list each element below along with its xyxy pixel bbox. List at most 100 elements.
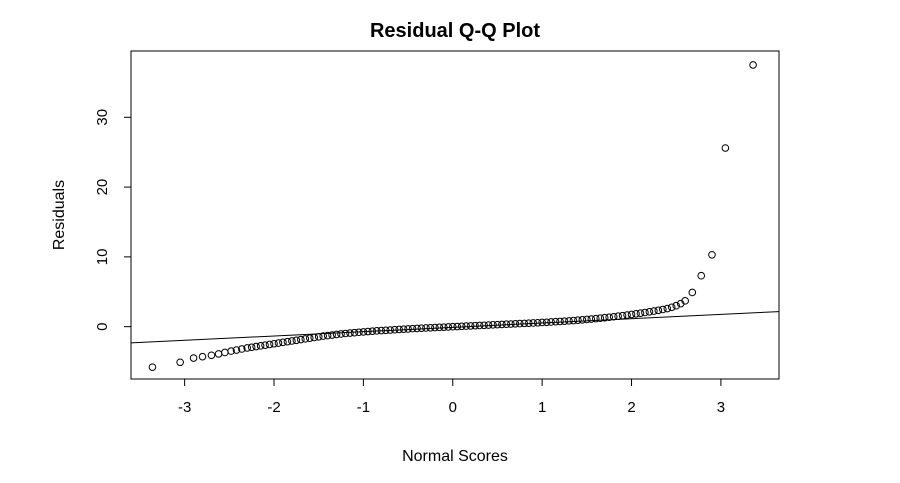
data-point — [408, 324, 417, 333]
data-point — [672, 301, 681, 310]
data-point — [529, 319, 538, 327]
data-point — [516, 319, 524, 328]
data-point — [614, 312, 622, 320]
data-point — [538, 318, 546, 327]
data-point — [444, 323, 453, 331]
data-point — [440, 323, 448, 331]
data-point — [238, 345, 246, 353]
data-point — [232, 346, 241, 354]
data-point — [569, 316, 578, 325]
data-point — [355, 328, 363, 337]
data-point — [297, 335, 305, 344]
data-point — [337, 330, 345, 338]
data-point — [708, 250, 716, 259]
data-point — [493, 320, 502, 329]
data-point — [413, 324, 421, 333]
data-point — [475, 321, 484, 330]
data-point — [623, 311, 631, 319]
data-point — [587, 315, 596, 323]
y-axis-label: Residuals — [51, 180, 68, 250]
data-point — [279, 338, 287, 347]
data-point — [502, 320, 511, 329]
data-point — [524, 319, 533, 327]
x-axis-label: Normal Scores — [402, 448, 508, 465]
x-tick-label: 0 — [449, 399, 457, 416]
data-point — [274, 339, 283, 347]
data-point — [697, 271, 706, 280]
data-point — [368, 327, 377, 335]
data-point — [565, 317, 573, 325]
data-point — [462, 322, 470, 330]
data-point — [574, 316, 582, 324]
data-point — [288, 337, 296, 345]
data-point — [328, 331, 336, 339]
y-tick-label: 20 — [94, 179, 111, 196]
data-point — [377, 326, 386, 335]
plot-area — [131, 61, 779, 371]
data-point — [749, 61, 757, 69]
data-point — [636, 309, 645, 317]
data-point — [600, 313, 609, 322]
data-point — [547, 318, 555, 326]
data-point — [390, 325, 399, 334]
data-point — [578, 316, 587, 324]
y-tick-label: 30 — [94, 109, 111, 126]
data-point — [688, 288, 697, 297]
x-tick-label: -3 — [178, 399, 191, 416]
data-point — [560, 317, 569, 325]
data-point — [381, 326, 390, 335]
data-point — [364, 327, 372, 336]
data-point — [520, 319, 529, 328]
data-point — [323, 331, 332, 340]
data-point — [591, 314, 600, 323]
y-tick-label: 10 — [94, 249, 111, 266]
data-point — [301, 335, 310, 343]
data-point — [507, 320, 515, 328]
data-point — [198, 352, 207, 361]
data-point — [667, 303, 676, 312]
data-point — [148, 363, 157, 371]
data-point — [556, 317, 564, 326]
data-point — [417, 324, 426, 332]
data-point — [256, 342, 265, 350]
y-tick-label: 0 — [94, 322, 111, 330]
data-point — [270, 339, 278, 348]
data-point — [426, 323, 435, 332]
data-point — [596, 314, 605, 323]
data-point — [551, 317, 560, 326]
data-point — [681, 297, 689, 305]
data-point — [305, 334, 314, 342]
data-point — [341, 329, 350, 338]
data-point — [252, 342, 260, 351]
data-point — [346, 329, 354, 337]
data-point — [319, 332, 327, 340]
data-point — [431, 323, 439, 332]
data-points — [148, 61, 757, 371]
data-point — [265, 340, 274, 349]
x-tick-label: 2 — [627, 399, 635, 416]
data-point — [533, 318, 542, 327]
data-point — [471, 321, 479, 330]
data-point — [314, 332, 323, 341]
data-point — [453, 322, 462, 331]
data-point — [650, 307, 658, 315]
data-point — [207, 351, 216, 360]
data-point — [399, 325, 408, 333]
data-point — [511, 319, 520, 328]
data-point — [247, 343, 256, 352]
data-point — [395, 325, 403, 334]
qq-reference-line — [131, 311, 779, 344]
data-point — [641, 308, 649, 317]
data-point — [542, 318, 551, 327]
data-point — [435, 323, 444, 332]
data-point — [372, 327, 381, 335]
data-point — [189, 354, 198, 362]
data-point — [663, 304, 672, 313]
y-axis: 0 10 20 30 — [94, 109, 132, 331]
data-point — [243, 344, 251, 352]
data-point — [466, 322, 475, 330]
data-point — [609, 312, 618, 321]
data-point — [214, 350, 223, 358]
data-point — [292, 336, 301, 345]
